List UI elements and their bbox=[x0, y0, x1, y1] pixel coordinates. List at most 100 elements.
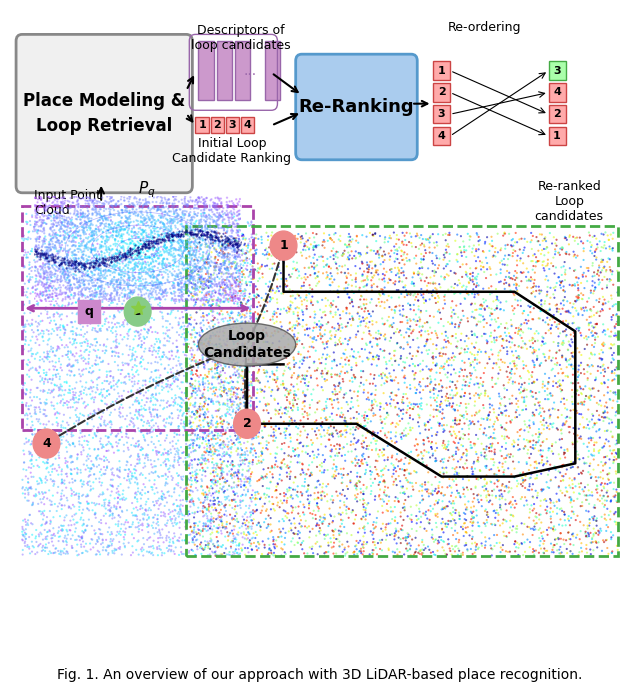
Point bbox=[125, 451, 135, 462]
Point bbox=[23, 355, 33, 366]
Point bbox=[528, 333, 538, 344]
Point bbox=[519, 475, 529, 486]
Point bbox=[413, 288, 423, 299]
Point bbox=[189, 520, 200, 531]
Point bbox=[71, 523, 81, 534]
Point bbox=[60, 232, 70, 243]
Point bbox=[217, 518, 227, 529]
Point bbox=[443, 332, 453, 343]
Point bbox=[333, 247, 343, 258]
Point bbox=[184, 249, 195, 260]
Point bbox=[513, 341, 524, 352]
Point bbox=[437, 351, 447, 361]
Point bbox=[149, 280, 159, 291]
Point bbox=[506, 332, 516, 343]
Point bbox=[203, 280, 213, 291]
Point bbox=[302, 241, 312, 252]
Point bbox=[476, 450, 486, 461]
Point bbox=[297, 231, 307, 241]
Point bbox=[326, 451, 337, 462]
Point bbox=[485, 320, 495, 331]
Point bbox=[44, 433, 54, 444]
Point bbox=[304, 288, 314, 299]
Point bbox=[348, 314, 358, 325]
Point bbox=[257, 457, 267, 468]
Point bbox=[129, 258, 140, 269]
Point bbox=[43, 452, 53, 463]
Point bbox=[376, 537, 386, 548]
Point bbox=[47, 400, 57, 411]
Point bbox=[415, 544, 426, 555]
Point bbox=[471, 320, 481, 331]
Point bbox=[443, 501, 453, 512]
Point bbox=[191, 318, 202, 329]
Point bbox=[123, 281, 133, 292]
Point bbox=[263, 281, 273, 292]
Point bbox=[340, 413, 350, 424]
Point bbox=[340, 239, 350, 250]
Point bbox=[220, 450, 230, 461]
Point bbox=[145, 532, 156, 543]
Point bbox=[361, 432, 371, 443]
Point bbox=[197, 438, 207, 449]
Point bbox=[484, 464, 495, 475]
Point bbox=[126, 417, 136, 428]
Point bbox=[406, 278, 417, 289]
Point bbox=[314, 492, 324, 503]
Point bbox=[181, 304, 191, 315]
Point bbox=[260, 421, 270, 432]
Point bbox=[378, 526, 388, 537]
Point bbox=[395, 415, 405, 426]
Point bbox=[504, 432, 514, 443]
Point bbox=[177, 237, 187, 248]
Point bbox=[469, 390, 479, 401]
Point bbox=[189, 508, 200, 519]
Point bbox=[42, 411, 52, 421]
Point bbox=[77, 291, 87, 302]
Point bbox=[95, 529, 106, 539]
Point bbox=[35, 376, 45, 387]
Point bbox=[122, 227, 132, 238]
Point bbox=[78, 249, 88, 260]
Point bbox=[487, 486, 497, 496]
Point bbox=[227, 361, 237, 372]
Point bbox=[239, 527, 249, 537]
Point bbox=[545, 459, 556, 470]
Point bbox=[387, 374, 397, 385]
Point bbox=[205, 211, 216, 222]
Point bbox=[183, 242, 193, 253]
Point bbox=[531, 285, 541, 296]
Point bbox=[94, 302, 104, 313]
Point bbox=[399, 370, 410, 381]
Point bbox=[426, 506, 436, 517]
Point bbox=[601, 535, 611, 546]
Point bbox=[462, 471, 472, 481]
Point bbox=[491, 507, 501, 518]
Point bbox=[129, 265, 140, 276]
Point bbox=[165, 333, 175, 344]
Point bbox=[151, 352, 161, 363]
Point bbox=[532, 462, 542, 473]
Point bbox=[207, 372, 218, 383]
Point bbox=[35, 427, 45, 438]
Point bbox=[513, 329, 523, 340]
Point bbox=[482, 495, 492, 506]
Point bbox=[79, 235, 89, 246]
Point bbox=[224, 333, 234, 344]
Point bbox=[412, 518, 422, 529]
Point bbox=[104, 232, 115, 243]
Point bbox=[342, 254, 353, 265]
Point bbox=[490, 433, 500, 444]
Point bbox=[334, 379, 344, 389]
Point bbox=[127, 300, 137, 311]
Point bbox=[253, 375, 264, 386]
Point bbox=[254, 475, 264, 486]
Point bbox=[456, 391, 467, 402]
Point bbox=[185, 411, 195, 421]
Point bbox=[386, 427, 396, 438]
Point bbox=[531, 511, 541, 522]
Point bbox=[531, 440, 541, 451]
Point bbox=[424, 436, 434, 447]
Point bbox=[152, 270, 163, 281]
Point bbox=[417, 404, 427, 415]
